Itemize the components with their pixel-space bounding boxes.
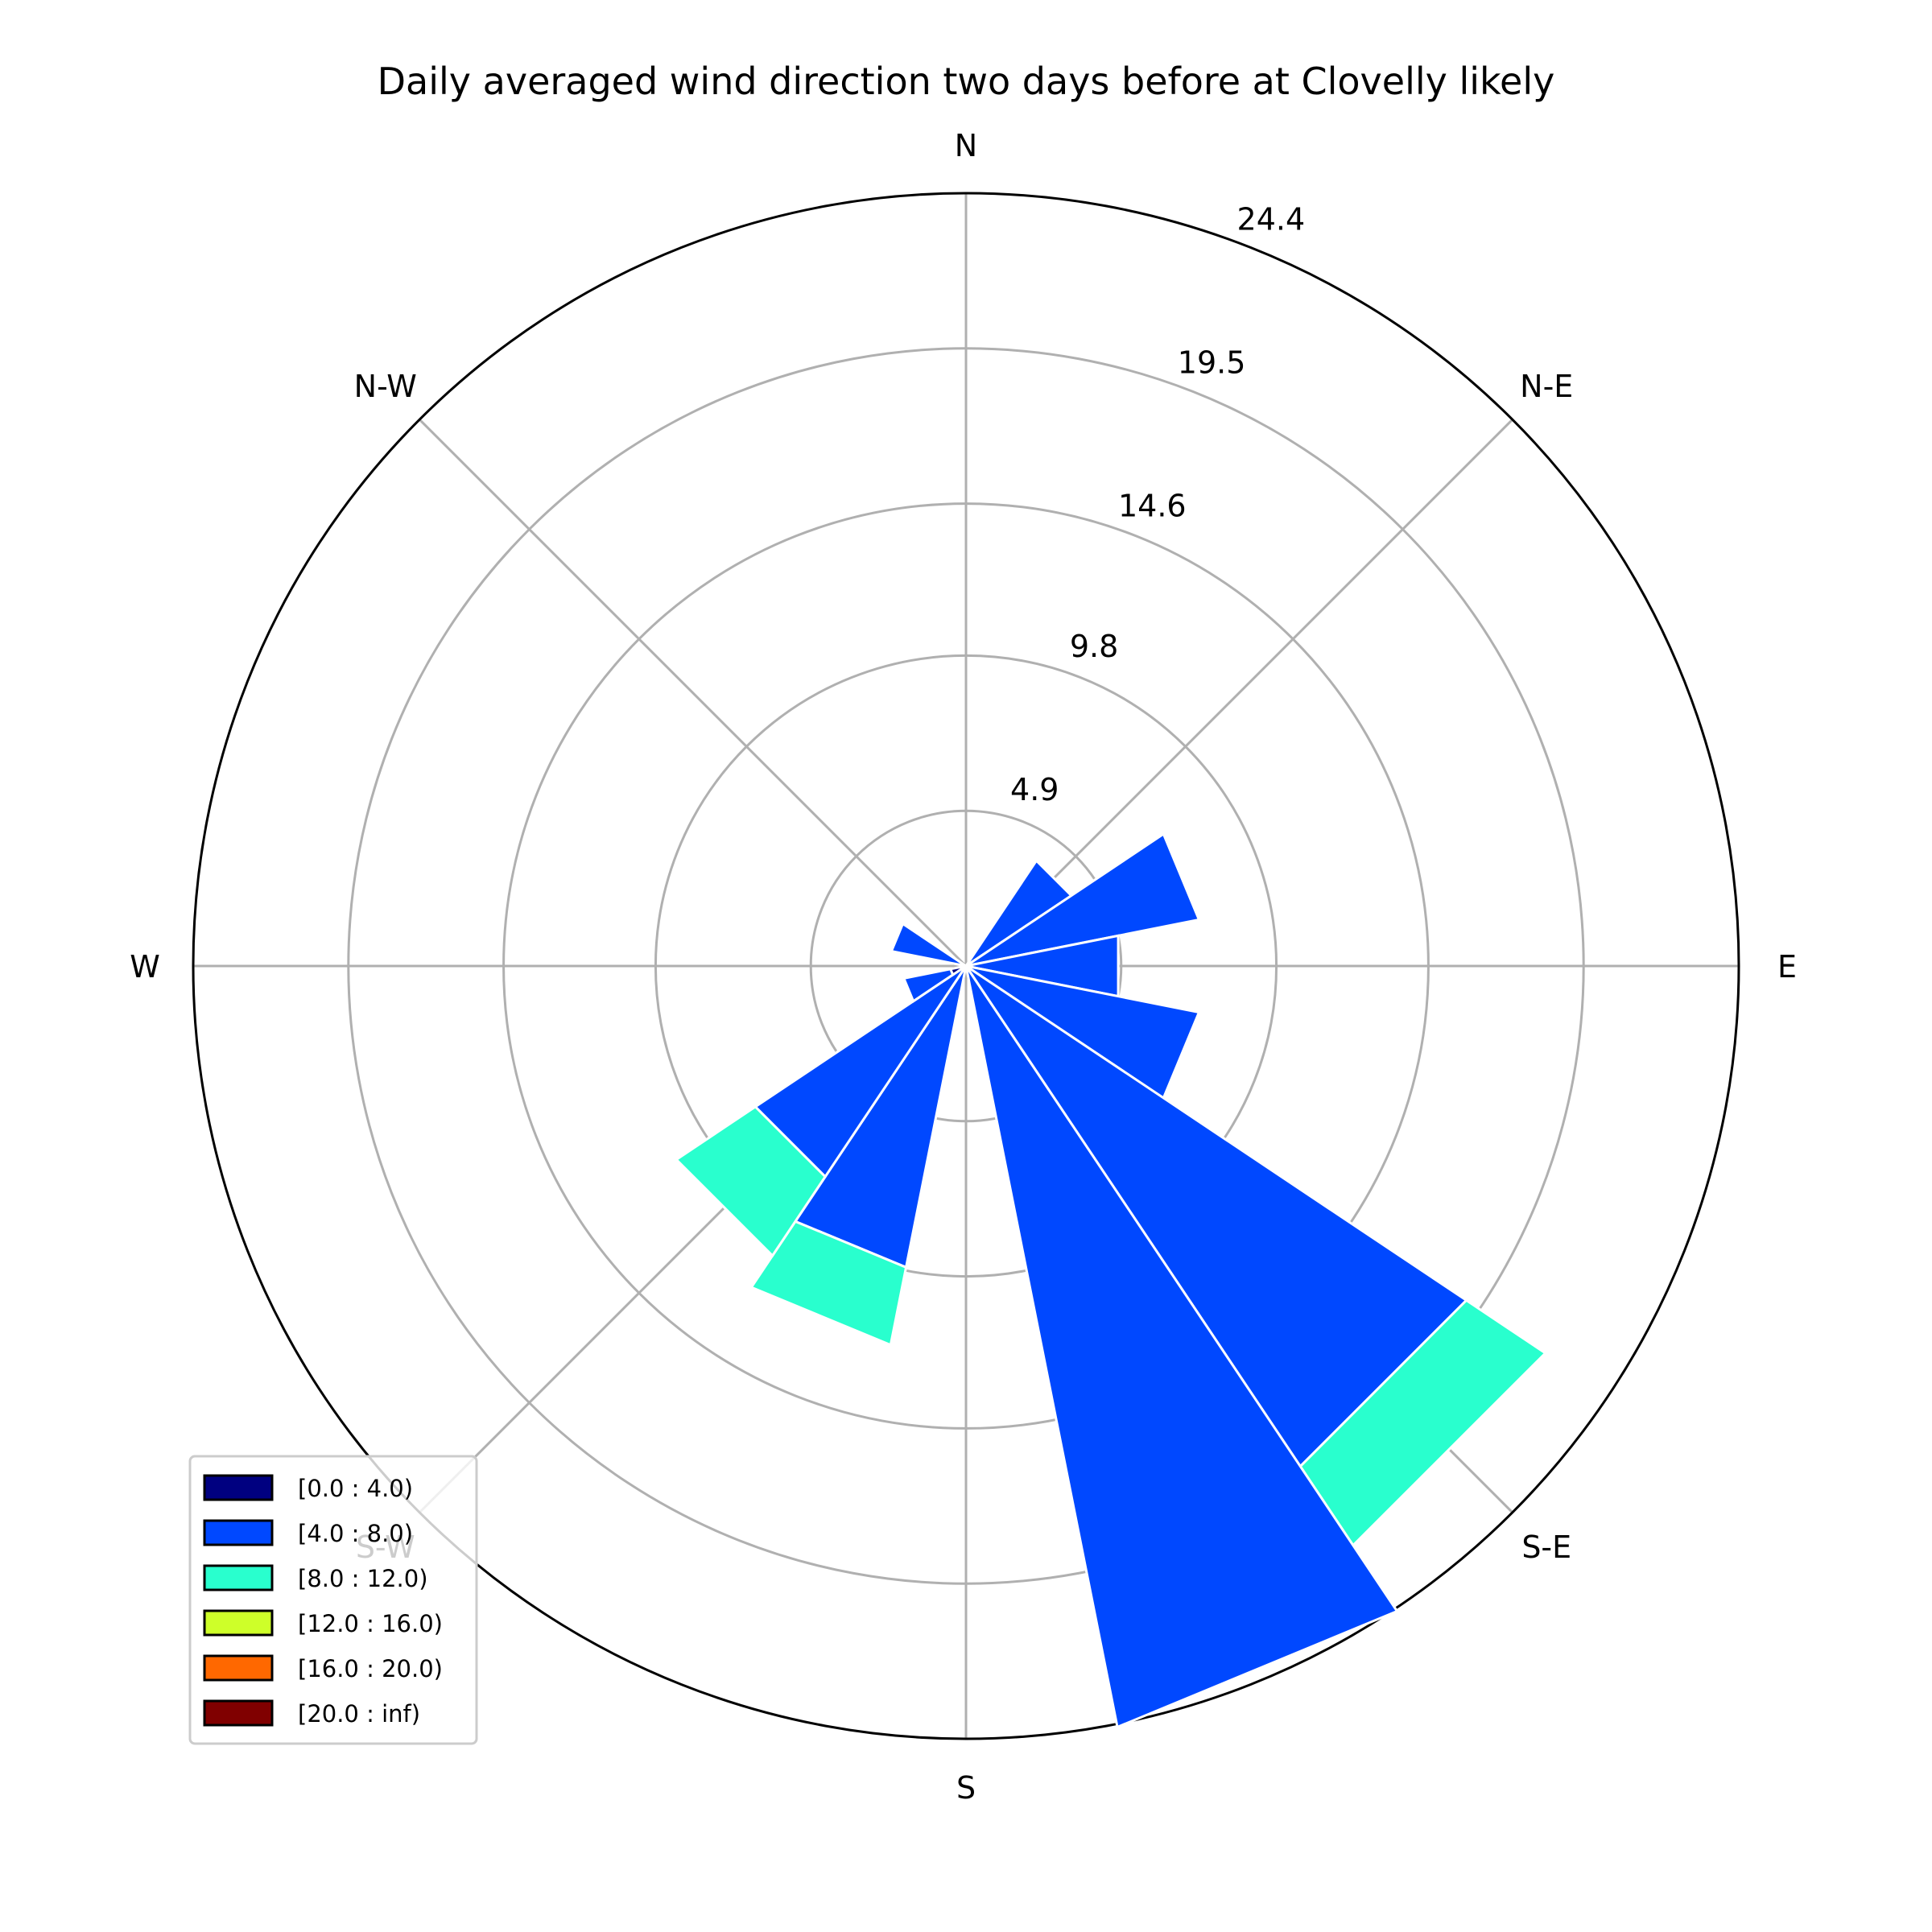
legend-swatch	[203, 1564, 274, 1591]
legend-swatch	[203, 1519, 274, 1546]
legend-swatch	[203, 1609, 274, 1637]
wind-bar	[674, 1104, 828, 1258]
legend-label: [20.0 : inf)	[298, 1700, 420, 1728]
direction-label: N	[955, 128, 977, 163]
grid-ring	[502, 502, 1430, 1430]
legend-label: [8.0 : 12.0)	[298, 1565, 428, 1592]
grid-spoke	[419, 419, 968, 968]
radial-tick-label: 14.6	[1118, 489, 1187, 524]
direction-label: E	[1777, 949, 1797, 985]
direction-label: S-E	[1521, 1530, 1571, 1565]
direction-label: N-E	[1520, 369, 1573, 404]
legend-swatch	[203, 1699, 274, 1727]
grid-ring	[654, 654, 1278, 1278]
wind-bar	[749, 1220, 908, 1347]
legend-swatch	[203, 1654, 274, 1682]
direction-label: W	[130, 949, 160, 985]
radial-tick-label: 4.9	[1010, 772, 1059, 807]
chart-title: Daily averaged wind direction two days b…	[378, 60, 1555, 103]
grid-ring	[809, 809, 1123, 1123]
legend-label: [4.0 : 8.0)	[298, 1520, 413, 1547]
direction-label: S	[956, 1770, 976, 1806]
legend-swatch	[203, 1474, 274, 1501]
grid-spoke	[964, 419, 1513, 968]
direction-label: N-W	[354, 369, 417, 404]
radial-tick-label: 9.8	[1070, 629, 1118, 664]
wind-bar	[902, 968, 955, 1003]
legend-label: [12.0 : 16.0)	[298, 1610, 443, 1637]
legend-label: [0.0 : 4.0)	[298, 1475, 413, 1502]
wind-bar	[890, 922, 967, 968]
wind-bar	[964, 965, 1399, 1729]
wind-bars	[674, 832, 1548, 1729]
radial-tick-label: 19.5	[1178, 345, 1246, 380]
grid-ring	[192, 192, 1740, 1740]
legend-label: [16.0 : 20.0)	[298, 1655, 443, 1682]
radial-tick-label: 24.4	[1237, 201, 1306, 237]
grid-ring	[347, 347, 1585, 1585]
legend: [0.0 : 4.0) [4.0 : 8.0) [8.0 : 12.0) [12.0 …	[188, 1455, 478, 1745]
